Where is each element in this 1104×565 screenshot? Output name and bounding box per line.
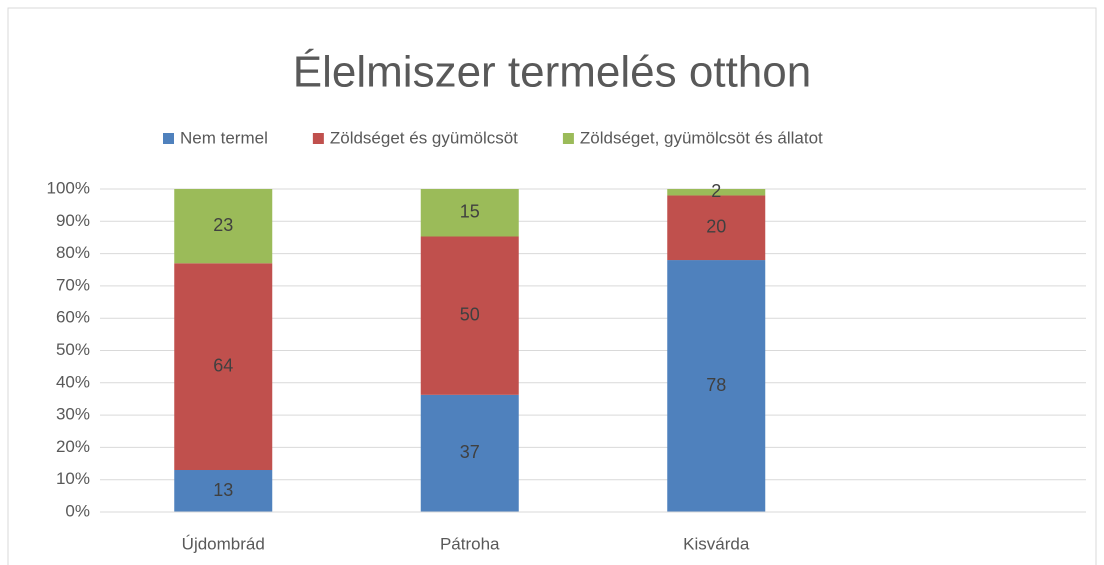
x-tick-label: Újdombrád [182,534,265,553]
legend-label: Zöldséget, gyümölcsöt és állatot [580,128,823,147]
legend-swatch [312,133,324,144]
y-tick-label: 80% [56,243,90,262]
y-tick-label: 30% [56,405,90,424]
data-label: 37 [460,442,480,462]
bar-segment [420,236,519,395]
y-tick-label: 10% [56,469,90,488]
y-tick-label: 20% [56,437,90,456]
data-label: 20 [706,217,726,237]
data-label: 78 [706,375,726,395]
y-tick-label: 50% [56,340,90,359]
legend-label: Zöldséget és gyümölcsöt [330,128,518,147]
bar-segment [667,260,766,512]
chart-title: Élelmiszer termelés otthon [293,48,811,97]
data-label: 13 [213,480,233,500]
y-tick-label: 90% [56,211,90,230]
bar-segment [667,195,766,261]
y-tick-label: 70% [56,275,90,294]
y-tick-label: 60% [56,308,90,327]
legend-label: Nem termel [180,128,268,147]
legend-swatch [562,133,574,144]
y-tick-label: 0% [65,501,90,520]
data-label: 15 [460,202,480,222]
bar-segment [174,189,273,264]
y-tick-label: 40% [56,372,90,391]
y-tick-label: 100% [47,178,90,197]
data-label: 23 [213,215,233,235]
legend-swatch [163,133,174,144]
data-label: 64 [213,355,233,375]
bar-segment [667,189,766,196]
bar-segment [174,263,273,471]
data-label: 2 [711,181,721,201]
bar-segment [420,394,519,512]
x-tick-label: Pátroha [440,534,500,553]
x-tick-label: Kisvárda [683,534,750,553]
data-label: 50 [460,304,480,324]
bar-segment [420,189,519,237]
bar-segment [174,470,273,512]
